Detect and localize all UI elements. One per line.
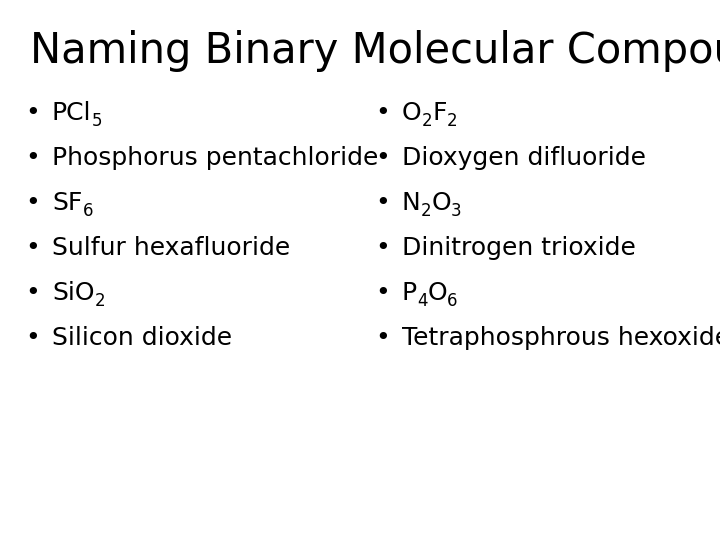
Text: SiO: SiO — [52, 281, 94, 305]
Text: •: • — [375, 326, 390, 350]
Text: •: • — [25, 191, 40, 215]
Text: PCl: PCl — [52, 101, 91, 125]
Text: SF: SF — [52, 191, 82, 215]
Text: Dioxygen difluoride: Dioxygen difluoride — [402, 146, 646, 170]
Text: •: • — [25, 281, 40, 305]
Text: Phosphorus pentachloride: Phosphorus pentachloride — [52, 146, 379, 170]
Text: O: O — [402, 101, 422, 125]
Text: O: O — [431, 191, 451, 215]
Text: Tetraphosphrous hexoxide: Tetraphosphrous hexoxide — [402, 326, 720, 350]
Text: 6: 6 — [447, 292, 458, 310]
Text: N: N — [402, 191, 420, 215]
Text: P: P — [402, 281, 417, 305]
Text: 2: 2 — [420, 202, 431, 220]
Text: •: • — [25, 146, 40, 170]
Text: •: • — [375, 191, 390, 215]
Text: 6: 6 — [82, 202, 93, 220]
Text: 2: 2 — [446, 112, 457, 130]
Text: Sulfur hexafluoride: Sulfur hexafluoride — [52, 236, 290, 260]
Text: •: • — [25, 236, 40, 260]
Text: F: F — [432, 101, 446, 125]
Text: •: • — [25, 101, 40, 125]
Text: •: • — [375, 236, 390, 260]
Text: 3: 3 — [451, 202, 462, 220]
Text: 2: 2 — [94, 292, 105, 310]
Text: •: • — [375, 101, 390, 125]
Text: 4: 4 — [417, 292, 428, 310]
Text: Naming Binary Molecular Compounds: Naming Binary Molecular Compounds — [30, 30, 720, 72]
Text: 2: 2 — [422, 112, 432, 130]
Text: O: O — [428, 281, 447, 305]
Text: Dinitrogen trioxide: Dinitrogen trioxide — [402, 236, 636, 260]
Text: •: • — [25, 326, 40, 350]
Text: 5: 5 — [91, 112, 102, 130]
Text: •: • — [375, 146, 390, 170]
Text: •: • — [375, 281, 390, 305]
Text: Silicon dioxide: Silicon dioxide — [52, 326, 232, 350]
